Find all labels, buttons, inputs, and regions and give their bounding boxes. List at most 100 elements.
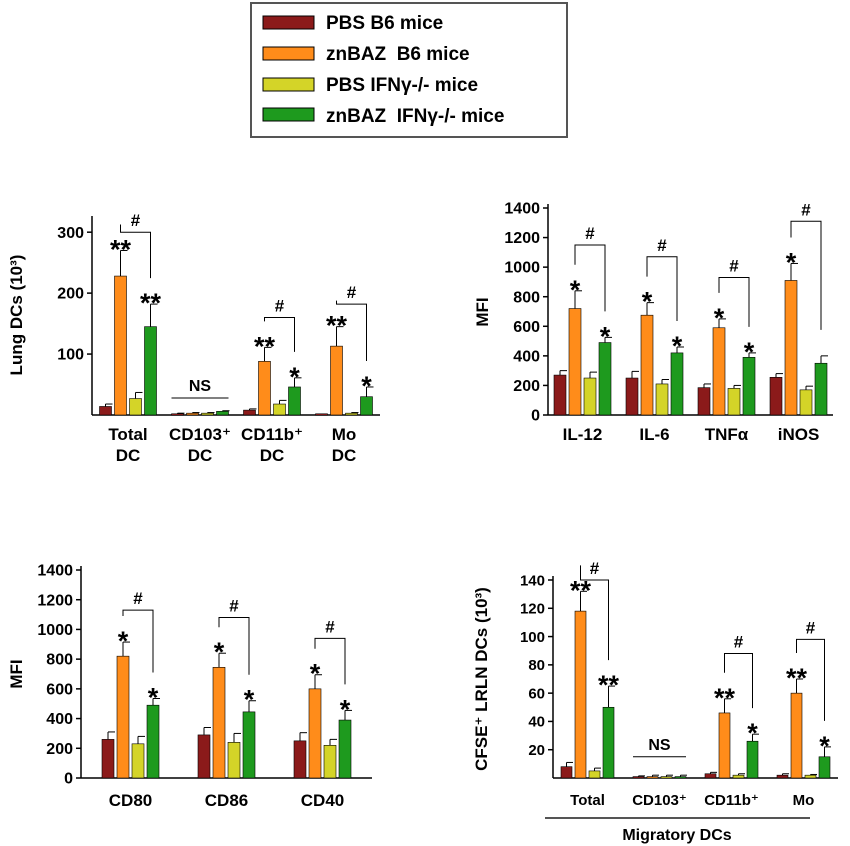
- y-tick-label: 400: [513, 348, 540, 365]
- comparison-mark: #: [229, 597, 239, 616]
- category-label: DC: [332, 446, 357, 465]
- significance-mark: *: [714, 303, 725, 333]
- bar: [216, 411, 229, 416]
- bar: [144, 326, 157, 416]
- significance-mark: *: [786, 247, 797, 277]
- y-tick-label: 400: [46, 711, 73, 728]
- ns-label: NS: [648, 737, 671, 754]
- bar: [732, 774, 745, 779]
- y-tick-label: 100: [520, 629, 545, 646]
- bar: [553, 374, 567, 416]
- bar: [655, 383, 669, 416]
- bar: [598, 342, 612, 416]
- ns-label: NS: [189, 378, 212, 395]
- significance-mark: **: [714, 683, 736, 713]
- legend-swatch-pbs-b6: [262, 15, 315, 30]
- significance-mark: **: [570, 575, 592, 605]
- comparison-mark: #: [585, 224, 595, 243]
- category-label: CD103⁺: [632, 792, 687, 809]
- comparison-mark: #: [657, 236, 667, 255]
- comparison-bracket: [336, 300, 367, 361]
- bar: [697, 387, 711, 416]
- y-tick-label: 1400: [37, 563, 73, 580]
- comparison-bracket: [574, 244, 606, 312]
- bar: [583, 377, 597, 416]
- category-label: Total: [108, 425, 147, 444]
- y-tick-label: 0: [531, 408, 540, 425]
- bar: [814, 362, 828, 416]
- bar: [227, 742, 241, 779]
- y-axis-title: Lung DCs (10³): [7, 255, 26, 376]
- legend-label-znbaz-ifng: znBAZ IFNγ-/- mice: [326, 106, 504, 127]
- significance-mark: **: [254, 331, 276, 361]
- significance-mark: **: [140, 288, 162, 318]
- bar: [776, 774, 789, 779]
- bar: [116, 655, 130, 779]
- y-tick-label: 1200: [37, 592, 73, 609]
- bar: [323, 745, 337, 779]
- bar: [293, 740, 307, 779]
- comparison-bracket: [796, 638, 825, 721]
- bar: [315, 413, 328, 416]
- significance-mark: *: [244, 685, 255, 715]
- y-tick-label: 60: [528, 685, 545, 702]
- comparison-bracket: [790, 220, 822, 330]
- bar: [632, 776, 645, 779]
- legend-swatch-znbaz-ifng: [262, 107, 315, 122]
- bar: [799, 389, 813, 416]
- significance-mark: *: [340, 694, 351, 724]
- y-tick-label: 800: [513, 289, 540, 306]
- significance-mark: *: [819, 731, 830, 761]
- bar: [212, 667, 226, 779]
- comparison-bracket: [120, 224, 151, 279]
- bar: [101, 739, 115, 779]
- legend-label-pbs-ifng: PBS IFNγ-/- mice: [326, 75, 478, 96]
- bar: [146, 704, 160, 779]
- bar: [197, 734, 211, 779]
- y-axis-title: CFSE⁺ LRLN DCs (10³): [472, 587, 491, 771]
- significance-mark: **: [110, 234, 132, 264]
- bar: [242, 711, 256, 779]
- y-axis-title: MFI: [7, 659, 26, 688]
- y-tick-label: 40: [528, 714, 545, 731]
- bar: [258, 361, 271, 416]
- category-label: DC: [260, 446, 285, 465]
- y-axis-title: MFI: [473, 297, 492, 326]
- category-label: DC: [188, 446, 213, 465]
- significance-mark: **: [786, 663, 808, 693]
- comparison-mark: #: [133, 589, 143, 608]
- significance-mark: *: [600, 321, 611, 351]
- significance-mark: *: [118, 626, 129, 656]
- significance-mark: *: [148, 683, 159, 713]
- bar: [704, 773, 717, 779]
- y-tick-label: 1200: [504, 230, 540, 247]
- bar: [640, 314, 654, 416]
- category-label: CD86: [205, 791, 248, 810]
- y-tick-label: 1000: [504, 260, 540, 277]
- legend-label-znbaz-b6: znBAZ B6 mice: [326, 44, 470, 65]
- category-label: IL-6: [639, 425, 669, 444]
- significance-mark: *: [570, 275, 581, 305]
- y-tick-label: 300: [57, 225, 84, 242]
- significance-mark: *: [310, 659, 321, 689]
- significance-mark: *: [289, 362, 300, 392]
- comparison-mark: #: [729, 256, 739, 275]
- y-tick-label: 1400: [504, 201, 540, 218]
- significance-mark: *: [214, 637, 225, 667]
- bar: [646, 776, 659, 779]
- y-tick-label: 0: [64, 771, 73, 788]
- comparison-mark: #: [347, 283, 357, 302]
- bar: [308, 688, 322, 779]
- bar: [338, 719, 352, 779]
- legend: PBS B6 mice znBAZ B6 mice PBS IFNγ-/- mi…: [250, 2, 568, 138]
- y-tick-label: 20: [528, 742, 545, 759]
- comparison-bracket: [724, 653, 753, 709]
- comparison-mark: #: [806, 618, 816, 637]
- significance-mark: **: [326, 311, 348, 341]
- y-tick-label: 800: [46, 652, 73, 669]
- category-label: Mo: [793, 792, 815, 809]
- y-tick-label: 100: [57, 347, 84, 364]
- comparison-bracket: [314, 637, 346, 685]
